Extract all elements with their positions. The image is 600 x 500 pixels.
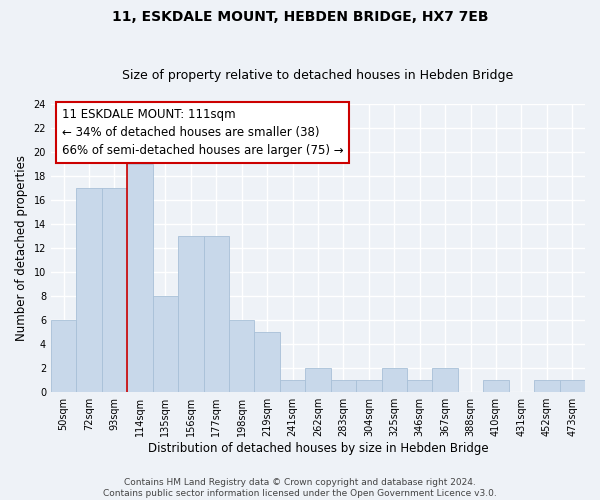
X-axis label: Distribution of detached houses by size in Hebden Bridge: Distribution of detached houses by size … (148, 442, 488, 455)
Title: Size of property relative to detached houses in Hebden Bridge: Size of property relative to detached ho… (122, 69, 514, 82)
Bar (254, 332, 280, 392)
Bar (433, 368, 458, 392)
Bar (51, 320, 76, 392)
Bar (229, 320, 254, 392)
Bar (382, 368, 407, 392)
Bar (356, 380, 382, 392)
Bar (331, 380, 356, 392)
Bar (305, 368, 331, 392)
Bar (127, 164, 152, 392)
Bar (152, 296, 178, 392)
Bar (534, 380, 560, 392)
Bar (178, 236, 203, 392)
Bar (76, 188, 102, 392)
Bar (280, 380, 305, 392)
Bar (560, 380, 585, 392)
Bar (407, 380, 433, 392)
Text: Contains HM Land Registry data © Crown copyright and database right 2024.
Contai: Contains HM Land Registry data © Crown c… (103, 478, 497, 498)
Bar (483, 380, 509, 392)
Text: 11, ESKDALE MOUNT, HEBDEN BRIDGE, HX7 7EB: 11, ESKDALE MOUNT, HEBDEN BRIDGE, HX7 7E… (112, 10, 488, 24)
Bar (203, 236, 229, 392)
Text: 11 ESKDALE MOUNT: 111sqm
← 34% of detached houses are smaller (38)
66% of semi-d: 11 ESKDALE MOUNT: 111sqm ← 34% of detach… (62, 108, 343, 158)
Y-axis label: Number of detached properties: Number of detached properties (15, 155, 28, 341)
Bar (102, 188, 127, 392)
